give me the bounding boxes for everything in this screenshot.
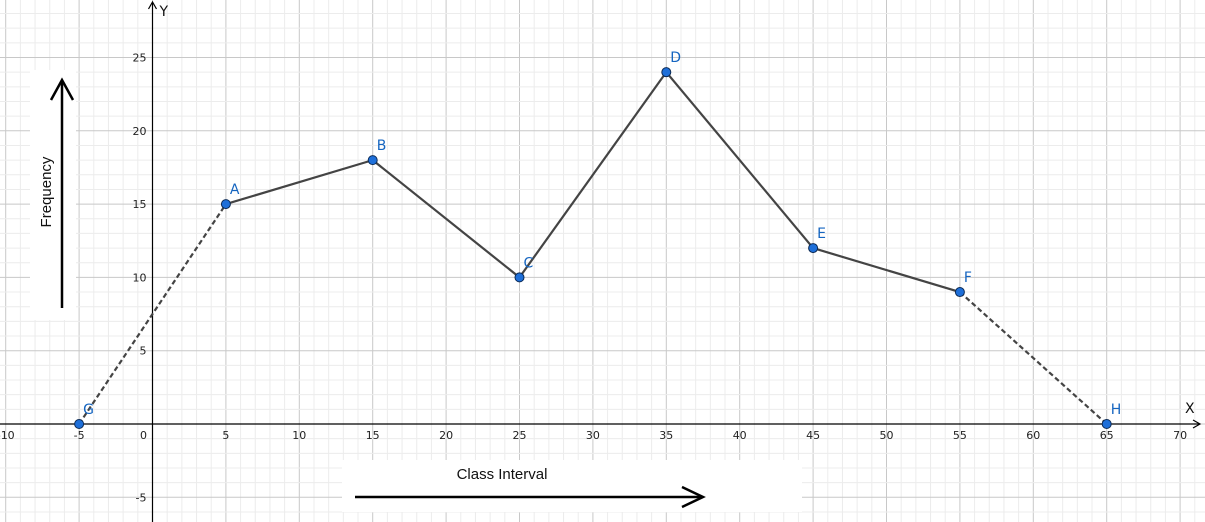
x-tick-label: 50 — [880, 429, 894, 442]
x-axis-label: Class Interval — [457, 466, 548, 483]
data-points: G A B C D E F H — [74, 50, 1122, 429]
x-tick-label: 25 — [513, 429, 527, 442]
point-label-C: C — [524, 255, 534, 271]
x-tick-label: -10 — [0, 429, 15, 442]
x-tick-label: 60 — [1026, 429, 1040, 442]
x-tick-label: 70 — [1173, 429, 1187, 442]
x-label-arrow-head — [681, 485, 706, 509]
y-tick-label: 10 — [133, 271, 147, 284]
x-tick-label: 15 — [366, 429, 380, 442]
x-tick-label: 65 — [1100, 429, 1114, 442]
x-tick-label: 30 — [586, 429, 600, 442]
point-H — [1101, 419, 1112, 429]
y-axis-arrow — [147, 0, 158, 10]
point-F — [954, 287, 965, 298]
y-tick-label: 15 — [133, 198, 147, 211]
x-tick-label: 55 — [953, 429, 967, 442]
y-axis-name: Y — [159, 4, 169, 20]
polygon-segment-BC — [372, 159, 521, 279]
point-C — [514, 272, 525, 283]
y-label-arrow-head — [49, 77, 75, 101]
dashed-segment-GA — [78, 203, 227, 425]
y-tick-label: -5 — [136, 491, 147, 504]
polygon-segment-CD — [518, 71, 668, 279]
point-G — [74, 419, 85, 429]
x-tick-label: 40 — [733, 429, 747, 442]
ylabel-backdrop — [30, 70, 76, 320]
polygon-segment-AB — [225, 159, 374, 206]
y-tick-label: 20 — [133, 125, 147, 138]
point-label-D: D — [670, 50, 681, 66]
point-E — [808, 243, 819, 254]
x-axis-name: X — [1185, 401, 1195, 417]
point-label-A: A — [230, 182, 240, 198]
x-tick-label: 20 — [439, 429, 453, 442]
point-label-B: B — [377, 138, 387, 154]
point-label-G: G — [83, 402, 94, 418]
xlabel-backdrop — [342, 460, 802, 512]
point-D — [661, 67, 672, 78]
x-tick-label: 35 — [659, 429, 673, 442]
dashed-segment-FH — [959, 291, 1108, 425]
x-axis-arrow — [1192, 419, 1202, 429]
point-label-F: F — [964, 270, 972, 286]
x-tick-label: 0 — [140, 429, 147, 442]
point-label-H: H — [1111, 402, 1122, 418]
x-tick-label: 10 — [292, 429, 306, 442]
point-A — [220, 199, 231, 210]
axis-titles: X Y Class Interval Frequency — [30, 4, 1195, 512]
polygon-lines — [78, 71, 1108, 425]
point-B — [367, 155, 378, 166]
point-label-E: E — [817, 226, 826, 242]
polygon-segment-EF — [812, 247, 961, 294]
x-tick-label: 5 — [222, 429, 229, 442]
polygon-segment-DE — [665, 71, 814, 249]
y-tick-label: 5 — [140, 345, 147, 358]
x-tick-label: -5 — [74, 429, 85, 442]
x-tick-label: 45 — [806, 429, 820, 442]
tick-labels: -10 -5 0 5 10 15 20 25 30 35 40 45 50 55 60 65 70 -5 5 10 15… — [0, 52, 1187, 505]
y-tick-label: 25 — [133, 52, 147, 65]
y-axis-label: Frequency — [38, 156, 55, 227]
